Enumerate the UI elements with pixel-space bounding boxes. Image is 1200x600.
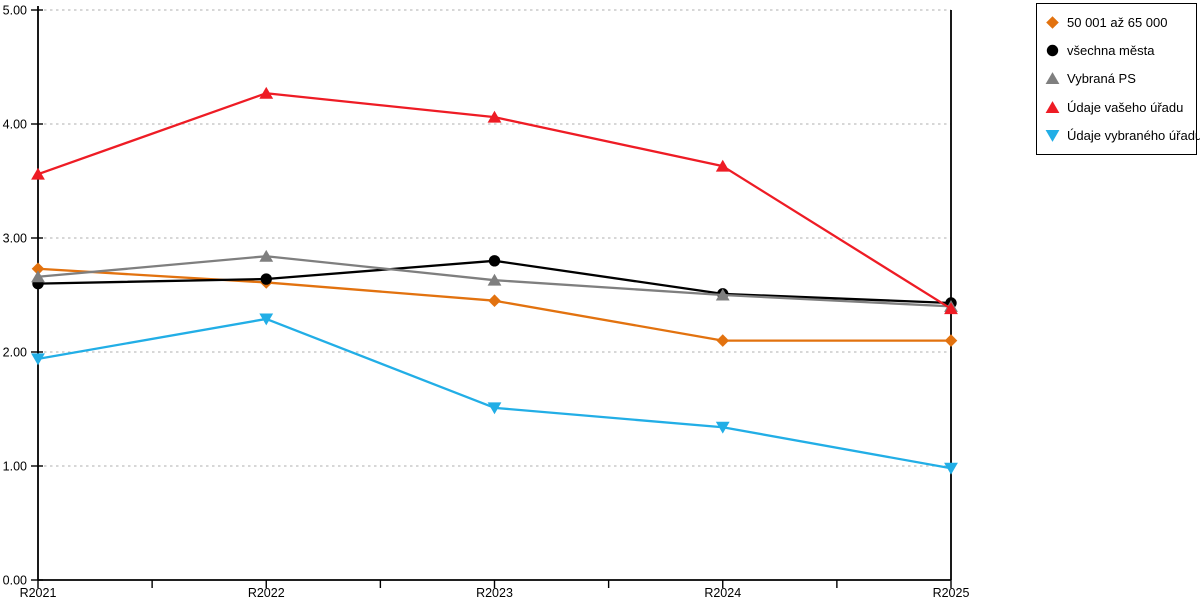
triangle-up-marker: [715, 288, 730, 301]
diamond-legend-icon: [1046, 15, 1059, 29]
triangle-up-legend-icon: [1045, 72, 1060, 85]
legend-label: všechna města: [1067, 43, 1155, 59]
diamond-marker: [944, 334, 958, 347]
diamond-marker: [1046, 15, 1059, 29]
x-axis-tick-labels: R2021 R2022 R2023 R2024 R2025: [20, 586, 970, 600]
triangle-up-marker: [944, 302, 958, 315]
triangle-up-marker: [487, 273, 502, 286]
diamond-marker: [716, 334, 730, 347]
y-tick-label: 2.00: [3, 346, 27, 360]
diamond-marker: [31, 262, 45, 276]
x-tick-label: R2024: [704, 586, 741, 600]
triangle-down-marker: [1045, 130, 1060, 143]
legend-item: Údaje vašeho úřadu: [1045, 100, 1188, 115]
y-tick-label: 1.00: [3, 460, 27, 474]
x-tick-label: R2021: [20, 586, 57, 600]
circle-marker: [1046, 44, 1059, 57]
triangle-down-marker: [715, 421, 730, 434]
data-series: [31, 86, 958, 475]
legend-item: 50 001 až 65 000: [1045, 15, 1188, 30]
x-tick-label: R2023: [476, 586, 513, 600]
legend-label: Vybraná PS: [1067, 71, 1136, 87]
triangle-up-marker: [487, 110, 502, 123]
x-tick-label: R2025: [933, 586, 970, 600]
y-tick-label: 0.00: [3, 574, 27, 588]
series-5: [31, 313, 958, 475]
triangle-up-marker: [715, 159, 730, 172]
triangle-up-marker: [259, 86, 274, 99]
series-4: [31, 86, 958, 315]
gridlines: [38, 9, 951, 467]
circle-marker: [260, 273, 272, 285]
y-tick-label: 5.00: [3, 4, 27, 18]
legend-label: 50 001 až 65 000: [1067, 14, 1168, 30]
y-axis-tick-labels: 0.00 1.00 2.00 3.00 4.00 5.00: [3, 4, 27, 588]
legend-label: Údaje vybraného úřadu: [1067, 128, 1200, 144]
circle-legend-icon: [1046, 44, 1059, 57]
legend-item: Údaje vybraného úřadu: [1045, 128, 1200, 143]
legend-item: všechna města: [1045, 43, 1188, 58]
triangle-down-marker: [487, 402, 502, 415]
triangle-down-marker: [944, 462, 958, 475]
triangle-up-marker: [1045, 100, 1060, 113]
triangle-up-marker: [1045, 72, 1060, 85]
triangle-down-marker: [259, 313, 274, 326]
y-tick-label: 3.00: [3, 232, 27, 246]
legend-label: Údaje vašeho úřadu: [1067, 99, 1184, 115]
triangle-down-marker: [31, 353, 45, 366]
diamond-marker: [488, 294, 501, 307]
legend-item: Vybraná PS: [1045, 71, 1188, 86]
triangle-up-legend-icon: [1045, 100, 1060, 113]
axes: [31, 6, 952, 588]
circle-marker: [488, 255, 501, 267]
triangle-up-marker: [259, 249, 274, 262]
triangle-up-marker: [31, 167, 45, 180]
y-tick-label: 4.00: [3, 118, 27, 132]
triangle-down-legend-icon: [1045, 130, 1060, 143]
chart-legend: 50 001 až 65 000 všechna města Vybraná PS Ú…: [1036, 3, 1200, 155]
x-tick-label: R2022: [248, 586, 285, 600]
triangle-up-marker: [31, 270, 45, 283]
